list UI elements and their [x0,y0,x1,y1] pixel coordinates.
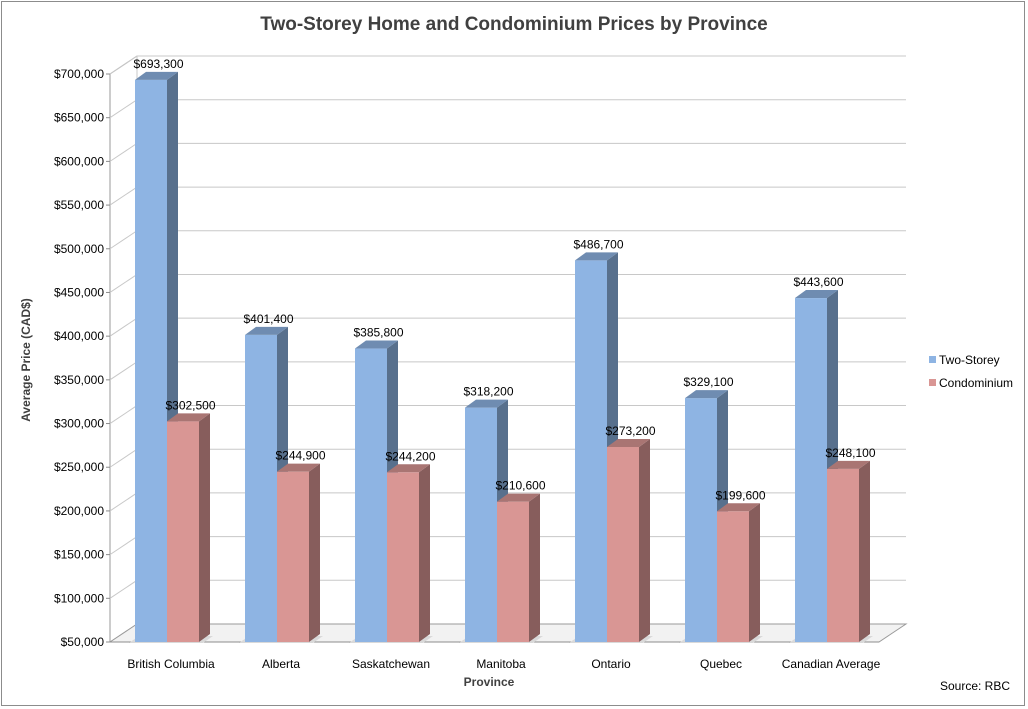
bar-condominium-british-columbia-side [199,413,210,642]
x-tick-label-manitoba: Manitoba [476,657,526,671]
y-tick-label: $400,000 [54,329,104,343]
bar-condominium-manitoba-side [529,493,540,642]
x-tick-label-british-columbia: British Columbia [127,657,215,671]
bar-condominium-saskatchewan-side [419,464,430,642]
bar-condominium-ontario [607,438,650,642]
y-tick-label: $200,000 [54,504,104,518]
y-tick-label: $100,000 [54,591,104,605]
data-label-condominium-saskatchewan: $244,200 [385,449,435,463]
bar-two-storey-british-columbia-top [135,71,178,80]
data-label-two-storey-british-columbia: $693,300 [133,57,183,71]
data-label-condominium-ontario: $273,200 [605,424,655,438]
bar-condominium-alberta [277,463,320,642]
bar-two-storey-manitoba-top [465,399,508,408]
bar-two-storey-ontario-top [575,252,618,261]
bar-two-storey-alberta-front [245,334,277,642]
data-labels: $693,300 $302,500 $401,400 $244,900 $385,800… [133,57,875,502]
bar-condominium-saskatchewan-front [387,472,419,642]
data-label-two-storey-alberta: $401,400 [243,312,293,326]
bar-two-storey-saskatchewan-top [355,340,398,349]
bar-two-storey-canadian-average-front [795,298,827,642]
bar-condominium-alberta-top [277,463,320,472]
bar-condominium-manitoba-top [497,493,540,502]
data-label-two-storey-manitoba: $318,200 [463,385,513,399]
y-tick-label: $500,000 [54,242,104,256]
data-label-two-storey-quebec: $329,100 [683,375,733,389]
y-tick-label: $350,000 [54,373,104,387]
y-tick-label: $150,000 [54,548,104,562]
y-tick-label: $50,000 [61,635,105,649]
x-tick-label-saskatchewan: Saskatchewan [352,657,430,671]
bar-two-storey-canadian-average-top [795,290,838,299]
y-tick-label: $450,000 [54,285,104,299]
bar-condominium-saskatchewan [387,464,430,642]
legend-label-condominium: Condominium [939,376,1013,390]
bar-condominium-ontario-front [607,446,639,642]
y-tick-label: $600,000 [54,154,104,168]
bar-condominium-alberta-front [277,471,309,642]
x-axis-ticks: British Columbia Alberta Saskatchewan Manit… [127,657,880,671]
data-label-condominium-canadian-average: $248,100 [825,446,875,460]
bar-two-storey-british-columbia-front [135,79,167,643]
y-tick-label: $700,000 [54,67,104,81]
bar-two-storey-quebec-front [685,398,717,642]
y-axis-title: Average Price (CAD$) [19,298,33,422]
legend: Two-Storey Condominium [929,353,1013,390]
legend-swatch-condominium [929,379,936,386]
x-tick-label-quebec: Quebec [700,657,742,671]
y-axis-ticks: $50,000 $100,000 $150,000 $200,000 $250,000 $… [54,67,110,649]
bar-condominium-quebec-top [717,503,760,512]
data-label-condominium-manitoba: $210,600 [495,479,545,493]
bar-condominium-british-columbia [167,413,210,642]
side-wall-edge [109,55,138,642]
x-tick-label-alberta: Alberta [262,657,300,671]
legend-label-two-storey: Two-Storey [939,353,1000,367]
bar-two-storey-manitoba-front [465,407,497,642]
y-tick-label: $550,000 [54,198,104,212]
y-tick-label: $300,000 [54,417,104,431]
bar-condominium-quebec [717,503,760,642]
bar-two-storey-quebec-top [685,390,728,399]
x-tick-label-canadian-average: Canadian Average [782,657,881,671]
bar-condominium-quebec-front [717,511,749,642]
y-tick-label: $250,000 [54,460,104,474]
bar-condominium-canadian-average-side [859,460,870,642]
bar-condominium-quebec-side [749,503,760,642]
bar-condominium-manitoba [497,493,540,642]
legend-swatch-two-storey [929,356,936,363]
gridline [109,55,906,75]
chart-title: Two-Storey Home and Condominium Prices b… [260,14,767,35]
data-label-condominium-alberta: $244,900 [275,449,325,463]
bar-two-storey-ontario-front [575,260,607,642]
bar-condominium-canadian-average [827,460,870,642]
x-tick-label-ontario: Ontario [591,657,631,671]
bar-condominium-saskatchewan-top [387,464,430,473]
source-note: Source: RBC [940,679,1010,693]
data-label-two-storey-saskatchewan: $385,800 [353,326,403,340]
bar-condominium-canadian-average-top [827,460,870,469]
x-axis-title: Province [464,675,515,689]
data-label-condominium-british-columbia: $302,500 [165,398,215,412]
bar-two-storey-alberta [245,326,288,642]
bar-two-storey-alberta-top [245,326,288,335]
data-label-condominium-quebec: $199,600 [715,488,765,502]
bar-condominium-manitoba-front [497,501,529,642]
data-label-two-storey-ontario: $486,700 [573,237,623,251]
bars [129,71,873,643]
bar-two-storey-saskatchewan-front [355,348,387,642]
bar-two-storey-british-columbia [135,71,178,643]
bar-condominium-alberta-side [309,463,320,642]
bar-condominium-british-columbia-top [167,413,210,422]
bar-condominium-ontario-top [607,438,650,447]
bar-condominium-ontario-side [639,438,650,642]
bar-condominium-british-columbia-front [167,421,199,642]
data-label-two-storey-canadian-average: $443,600 [793,275,843,289]
bar-condominium-canadian-average-front [827,468,859,642]
y-tick-label: $650,000 [54,111,104,125]
